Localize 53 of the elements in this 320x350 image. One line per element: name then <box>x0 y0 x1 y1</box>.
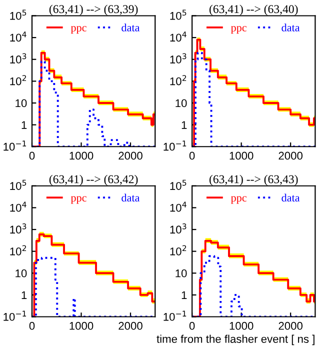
y-tick-label: 1 <box>22 121 27 129</box>
chart-title: (63,41) --> (63,42) <box>49 174 138 186</box>
text: ppc <box>230 196 247 204</box>
y-tick-label: 10$^{2}$ <box>170 245 186 256</box>
x-tick-label: 1000 <box>230 152 254 160</box>
y-tick-label: 10$^{2}$ <box>170 75 186 86</box>
y-tick-label: 1 <box>22 291 27 299</box>
y-tick-label: 10$^{−1}$ <box>4 140 26 151</box>
legend-label: data <box>282 194 300 202</box>
y-tick-label: 10 <box>16 269 27 278</box>
x-tick-label: 2000 <box>278 152 302 160</box>
y-tick-label: 10 <box>176 269 187 278</box>
chart-title: (63,41) --> (63,43) <box>210 174 298 186</box>
y-tick-label: 1 <box>182 121 187 129</box>
y-tick-label: 10 <box>176 99 187 108</box>
x-axis-title: time from the flasher event [ ns ] <box>156 334 314 346</box>
y-tick-label: 10$^{4}$ <box>170 202 186 212</box>
y-tick-label: 10$^{3}$ <box>170 223 186 234</box>
chart-title: (63,41) --> (63,39) <box>49 4 138 16</box>
y-tick-label: 10$^{5}$ <box>170 10 186 20</box>
y-tick-label: 10$^{3}$ <box>10 53 26 64</box>
y-tick-label: 10$^{4}$ <box>170 32 186 42</box>
y-tick-label: 10$^{2}$ <box>10 75 26 86</box>
text: ppc <box>230 26 247 34</box>
x-tick-label: 2000 <box>118 322 142 330</box>
x-tick-label: 1000 <box>70 152 94 160</box>
y-tick-label: 10$^{−1}$ <box>164 140 186 151</box>
y-tick-label: 10$^{5}$ <box>10 10 26 20</box>
y-tick-label: 1 <box>182 291 187 299</box>
legend-label: data <box>122 194 140 202</box>
y-tick-label: 10$^{3}$ <box>170 53 186 64</box>
y-tick-label: 10 <box>16 99 27 108</box>
y-tick-label: 10$^{5}$ <box>170 180 186 190</box>
x-tick-label: 1000 <box>70 322 94 330</box>
x-tick-label: 0 <box>29 152 35 160</box>
y-tick-label: 10$^{2}$ <box>10 245 26 256</box>
legend-label: ppc <box>70 196 86 204</box>
x-tick-label: 0 <box>29 322 35 330</box>
x-tick-label: 0 <box>189 152 195 160</box>
legend-label: data <box>122 24 140 32</box>
x-tick-label: 2000 <box>278 322 302 330</box>
x-tick-label: 1000 <box>230 322 254 330</box>
y-tick-label: 10$^{−1}$ <box>4 310 26 321</box>
y-tick-label: 10$^{5}$ <box>10 180 26 190</box>
x-tick-label: 0 <box>189 322 195 330</box>
y-tick-label: 10$^{3}$ <box>10 223 26 234</box>
y-tick-label: 10$^{−1}$ <box>164 310 186 321</box>
y-tick-label: 10$^{4}$ <box>10 32 26 42</box>
x-tick-label: 2000 <box>118 152 142 160</box>
chart-title: (63,41) --> (63,40) <box>210 4 298 16</box>
y-tick-label: 10$^{4}$ <box>10 202 26 212</box>
legend-label: data <box>282 24 300 32</box>
legend-label: ppc <box>70 26 86 34</box>
